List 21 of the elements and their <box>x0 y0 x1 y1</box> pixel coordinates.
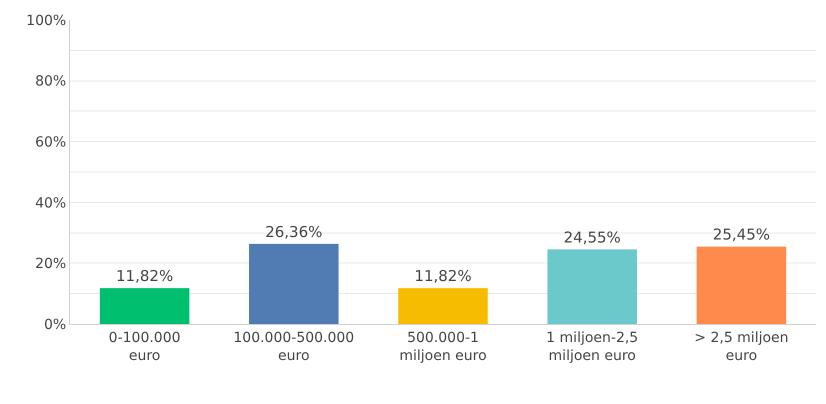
y-tick-label: 40% <box>35 195 66 212</box>
bar <box>547 249 637 324</box>
data-label: 25,45% <box>712 226 770 244</box>
data-label: 26,36% <box>265 222 322 241</box>
y-tick-label: 60% <box>35 134 66 150</box>
x-tick-label: 0-100.000 euro <box>108 330 181 364</box>
x-tick-label: 500.000-1 miljoen euro <box>399 330 487 364</box>
data-label: 24,55% <box>564 228 621 246</box>
bar <box>398 288 488 324</box>
bar <box>696 246 786 324</box>
y-tick-label: 80% <box>35 74 66 90</box>
y-tick-label: 20% <box>35 256 66 272</box>
x-tick-label: > 2,5 miljoen euro <box>694 330 789 364</box>
bar <box>100 288 190 324</box>
y-tick-label: 100% <box>26 12 66 29</box>
y-tick-label: 0% <box>44 316 66 333</box>
data-label: 11,82% <box>414 267 472 286</box>
bar <box>249 244 339 324</box>
x-tick-label: 1 miljoen-2,5 miljoen euro <box>546 330 638 364</box>
x-tick-label: 100.000-500.000 euro <box>233 330 354 364</box>
data-label: 11,82% <box>116 267 174 286</box>
